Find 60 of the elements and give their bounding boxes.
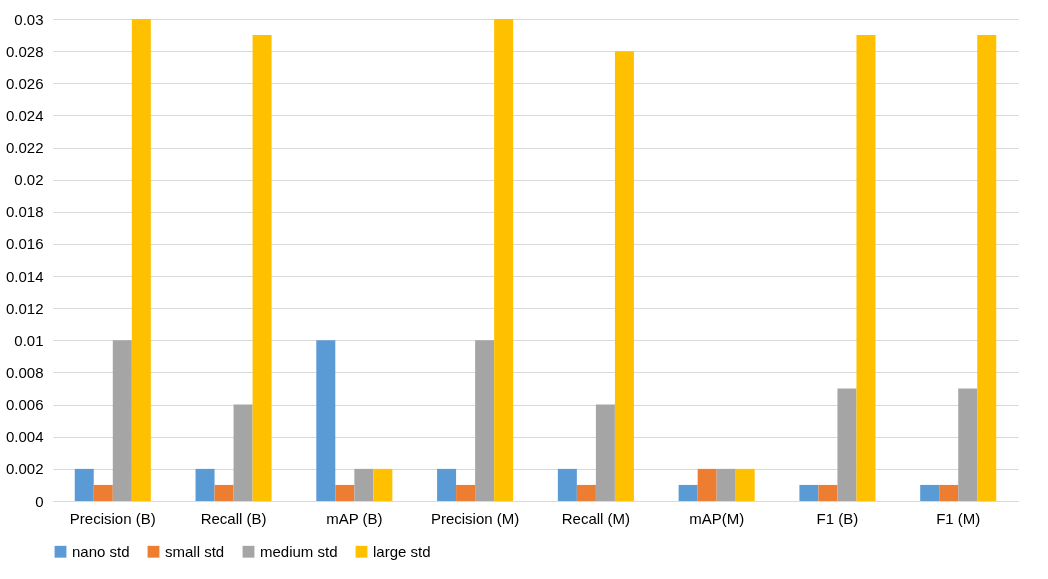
y-tick-label: 0.006 bbox=[5, 396, 44, 414]
bar bbox=[818, 484, 838, 501]
bar bbox=[735, 468, 755, 501]
y-tick-label: 0.016 bbox=[5, 235, 44, 253]
bar bbox=[93, 484, 113, 501]
x-tick-label: Precision (B) bbox=[69, 509, 156, 527]
y-tick-label: 0.022 bbox=[5, 139, 44, 157]
y-tick-label: 0.026 bbox=[5, 74, 44, 92]
bar bbox=[252, 35, 272, 501]
y-tick-label: 0.028 bbox=[5, 42, 44, 60]
y-tick-label: 0.004 bbox=[5, 428, 44, 446]
y-tick-label: 0.024 bbox=[5, 106, 44, 124]
bar bbox=[678, 484, 698, 501]
bar bbox=[112, 340, 132, 501]
legend-label: large std bbox=[373, 542, 431, 560]
bar bbox=[557, 468, 577, 501]
x-tick-label: Recall (B) bbox=[200, 509, 267, 527]
x-tick-label: Recall (M) bbox=[561, 509, 631, 527]
legend-label: nano std bbox=[72, 542, 130, 560]
y-tick-label: 0.008 bbox=[5, 363, 44, 381]
bar bbox=[131, 19, 151, 501]
bar bbox=[354, 468, 374, 501]
legend-label: small std bbox=[165, 542, 225, 560]
x-tick-label: F1 (M) bbox=[936, 509, 981, 527]
bar bbox=[576, 484, 596, 501]
bar bbox=[214, 484, 234, 501]
bar bbox=[74, 468, 94, 501]
bar bbox=[595, 404, 615, 501]
x-tick-label: mAP(M) bbox=[689, 509, 745, 527]
y-tick-label: 0.018 bbox=[5, 203, 44, 221]
bar bbox=[195, 468, 215, 501]
bar bbox=[316, 340, 336, 501]
bar bbox=[373, 468, 393, 501]
y-tick-label: 0.002 bbox=[5, 460, 44, 478]
bar bbox=[697, 468, 717, 501]
legend-label: medium std bbox=[260, 542, 338, 560]
bar bbox=[837, 388, 857, 501]
y-tick-label: 0.02 bbox=[14, 171, 44, 189]
bar bbox=[456, 484, 476, 501]
bar bbox=[799, 484, 819, 501]
y-tick-label: 0 bbox=[35, 492, 44, 510]
bar bbox=[856, 35, 876, 501]
bar bbox=[977, 35, 997, 501]
bar bbox=[614, 51, 634, 501]
x-tick-label: Precision (M) bbox=[430, 509, 520, 527]
y-tick-label: 0.012 bbox=[5, 299, 44, 317]
x-tick-label: F1 (B) bbox=[816, 509, 859, 527]
bar bbox=[233, 404, 253, 501]
bar bbox=[939, 484, 959, 501]
bar bbox=[716, 468, 736, 501]
bar bbox=[437, 468, 457, 501]
y-tick-label: 0.03 bbox=[14, 10, 44, 28]
y-tick-label: 0.014 bbox=[5, 267, 44, 285]
bar bbox=[494, 19, 514, 501]
y-tick-label: 0.01 bbox=[14, 331, 44, 349]
x-tick-label: mAP (B) bbox=[326, 509, 383, 527]
bar bbox=[958, 388, 978, 501]
bar bbox=[920, 484, 940, 501]
bar bbox=[475, 340, 495, 501]
bar bbox=[335, 484, 355, 501]
